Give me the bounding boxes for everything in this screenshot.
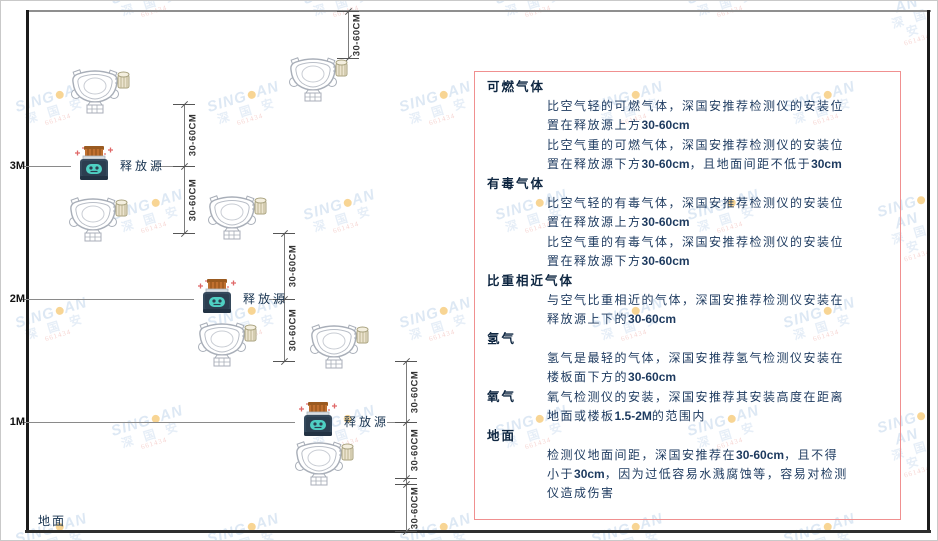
measurement-value: 30-60cm <box>641 254 690 268</box>
guideline-section: 地面检测仪地面间距，深国安推荐在30-60cm，且不得小于30cm，因为过低容易… <box>487 427 888 503</box>
guideline-paragraph: 与空气比重相近的气体，深国安推荐检测仪安装在释放源上下的30-60cm <box>547 291 851 329</box>
guideline-section-heading: 氢气 <box>487 332 517 346</box>
paragraph-text: 氧气检测仪的安装，深国安推荐其安装高度在距离地面或楼板 <box>547 390 845 423</box>
dimension-value-label: 30-60CM <box>409 486 421 529</box>
height-leader-line <box>151 166 181 167</box>
guideline-paragraph: 氧气检测仪的安装，深国安推荐其安装高度在距离地面或楼板1.5-2M的范围内 <box>547 388 851 426</box>
gas-detector-icon <box>310 324 369 369</box>
guideline-section: 氧气 氧气检测仪的安装，深国安推荐其安装高度在距离地面或楼板1.5-2M的范围内 <box>487 388 888 427</box>
gas-detector-icon <box>208 195 267 240</box>
guideline-paragraph: 比空气轻的可燃气体，深国安推荐检测仪的安装位置在释放源上方30-60cm <box>547 97 851 135</box>
paragraph-text: 比空气轻的可燃气体，深国安推荐检测仪的安装位置在释放源上方 <box>547 99 845 132</box>
paragraph-text: ，且地面间距不低于 <box>689 157 812 171</box>
dimension-line <box>348 11 349 58</box>
measurement-value: 30-60cm <box>641 118 690 132</box>
dimension-value-label: 30-60CM <box>187 178 199 221</box>
measurement-value: 30cm <box>811 157 842 171</box>
guideline-section-heading: 比重相近气体 <box>487 274 575 288</box>
guideline-paragraph: 比空气重的可燃气体，深国安推荐检测仪的安装位置在释放源下方30-60cm，且地面… <box>547 136 851 174</box>
gas-detector-icon <box>289 57 348 102</box>
paragraph-text: 氢气是最轻的气体，深国安推荐氢气检测仪安装在楼板面下方的 <box>547 351 845 384</box>
left-wall-line <box>26 10 29 532</box>
ground-line <box>25 530 931 533</box>
release-source-icon <box>198 279 236 313</box>
measurement-value: 30-60cm <box>736 448 785 462</box>
gas-detector-icon <box>71 69 130 114</box>
dimension-line <box>406 361 407 531</box>
gas-detector-icon <box>198 322 257 367</box>
guideline-section: 氢气氢气是最轻的气体，深国安推荐氢气检测仪安装在楼板面下方的30-60cm <box>487 330 888 387</box>
guideline-section-heading: 有毒气体 <box>487 177 546 191</box>
guideline-panel: 可燃气体 比空气轻的可燃气体，深国安推荐检测仪的安装位置在释放源上方30-60cm… <box>474 71 901 520</box>
measurement-value: 1.5-2M <box>614 409 652 423</box>
measurement-value: 30-60cm <box>628 312 677 326</box>
height-leader-line <box>21 166 71 167</box>
guideline-paragraph: 比空气轻的有毒气体，深国安推荐检测仪的安装位置在释放源上方30-60cm <box>547 194 851 232</box>
measurement-value: 30-60cm <box>628 370 677 384</box>
guideline-section: 有毒气体 比空气轻的有毒气体，深国安推荐检测仪的安装位置在释放源上方30-60cm… <box>487 175 888 271</box>
guideline-section: 比重相近气体与空气比重相近的气体，深国安推荐检测仪安装在释放源上下的30-60c… <box>487 272 888 329</box>
height-label: 1M <box>9 416 25 428</box>
gas-detector-icon <box>69 197 128 242</box>
paragraph-text: 的范围内 <box>651 409 706 423</box>
release-source-label: 释放源 <box>120 159 166 173</box>
guideline-section: 可燃气体 比空气轻的可燃气体，深国安推荐检测仪的安装位置在释放源上方30-60cm… <box>487 78 888 174</box>
dimension-value-label: 30-60CM <box>351 13 363 56</box>
dimension-value-label: 30-60CM <box>187 113 199 157</box>
height-leader-line <box>21 299 194 300</box>
paragraph-text: 比空气重的可燃气体，深国安推荐检测仪的安装位置在释放源下方 <box>547 138 845 171</box>
paragraph-text: 检测仪地面间距，深国安推荐在 <box>547 448 737 462</box>
dimension-value-label: 30-60CM <box>409 428 421 472</box>
measurement-value: 30-60cm <box>641 157 690 171</box>
measurement-value: 30cm <box>574 467 605 481</box>
ground-label: 地面 <box>38 514 67 528</box>
dimension-value-label: 30-60CM <box>409 370 421 413</box>
guideline-paragraph: 氢气是最轻的气体，深国安推荐氢气检测仪安装在楼板面下方的30-60cm <box>547 349 851 387</box>
release-source-label: 释放源 <box>243 292 289 306</box>
gas-detector-icon <box>295 441 354 486</box>
measurement-value: 30-60cm <box>641 215 690 229</box>
right-wall-line <box>927 10 930 532</box>
guideline-section-heading: 可燃气体 <box>487 80 546 94</box>
guideline-paragraph: 检测仪地面间距，深国安推荐在30-60cm，且不得小于30cm，因为过低容易水溅… <box>547 446 851 503</box>
paragraph-text: 比空气轻的有毒气体，深国安推荐检测仪的安装位置在释放源上方 <box>547 196 845 229</box>
paragraph-text: 比空气重的有毒气体，深国安推荐检测仪的安装位置在释放源下方 <box>547 235 845 268</box>
paragraph-text: ，因为过低容易水溅腐蚀等，容易对检测仪造成伤害 <box>547 467 848 500</box>
height-leader-line <box>21 422 295 423</box>
release-source-label: 释放源 <box>344 415 390 429</box>
height-label: 2M <box>9 293 25 305</box>
dimension-line <box>184 104 185 233</box>
guideline-section-heading: 地面 <box>487 429 517 443</box>
paragraph-text: ，且不得小于 <box>547 448 839 481</box>
dimension-value-label: 30-60CM <box>287 244 299 288</box>
guideline-paragraph: 比空气重的有毒气体，深国安推荐检测仪的安装位置在释放源下方30-60cm <box>547 233 851 271</box>
guideline-section-heading: 氧气 <box>487 390 517 404</box>
release-source-icon <box>299 402 337 436</box>
dimension-value-label: 30-60CM <box>287 308 299 352</box>
paragraph-text: 与空气比重相近的气体，深国安推荐检测仪安装在释放源上下的 <box>547 293 845 326</box>
height-label: 3M <box>9 160 25 172</box>
ceiling-line <box>27 10 931 12</box>
release-source-icon <box>75 146 113 180</box>
